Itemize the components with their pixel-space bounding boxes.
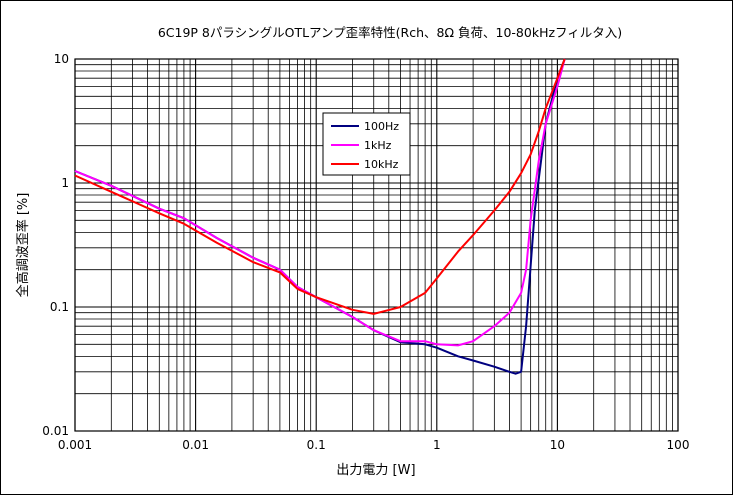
y-tick-label: 0.1 xyxy=(50,300,69,314)
legend-label-1kHz: 1kHz xyxy=(364,139,392,152)
x-tick-label: 0.1 xyxy=(307,438,326,452)
x-axis-ticks: 0.001 0.01 0.1 1 10 100 xyxy=(58,438,690,452)
x-tick-label: 0.001 xyxy=(58,438,92,452)
series-line-1kHz xyxy=(74,58,566,347)
x-axis-label: 出力電力 [W] xyxy=(336,463,415,478)
series-line-10kHz xyxy=(74,58,566,315)
y-tick-label: 0.01 xyxy=(42,424,69,438)
plot-area xyxy=(74,58,679,432)
y-tick-label: 1 xyxy=(61,176,69,190)
x-tick-label: 10 xyxy=(550,438,565,452)
y-axis-ticks: 0.01 0.1 1 10 xyxy=(42,52,69,438)
y-tick-label: 10 xyxy=(54,52,69,66)
x-tick-label: 1 xyxy=(433,438,441,452)
legend-label-10kHz: 10kHz xyxy=(364,158,399,171)
chart-title: 6C19P 8パラシングルOTLアンプ歪率特性(Rch、8Ω 負荷、10-80k… xyxy=(158,25,622,40)
grid-minor xyxy=(75,59,678,431)
x-tick-label: 0.01 xyxy=(182,438,209,452)
y-axis-label: 全高調波歪率 [%] xyxy=(15,193,31,298)
legend-label-100Hz: 100Hz xyxy=(364,120,399,133)
series-lines xyxy=(74,58,566,375)
x-tick-label: 100 xyxy=(667,438,690,452)
legend: 100Hz 1kHz 10kHz xyxy=(322,112,411,176)
